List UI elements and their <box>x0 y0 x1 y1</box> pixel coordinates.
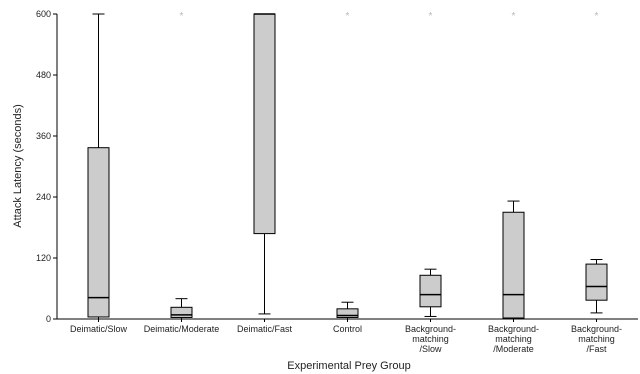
box <box>502 211 525 319</box>
box <box>253 13 276 235</box>
outlier-marker: * <box>180 11 184 22</box>
x-tick-label: Control <box>333 324 362 334</box>
box-group <box>253 13 276 315</box>
y-tick-label: 480 <box>36 70 51 80</box>
y-tick-label: 120 <box>36 253 51 263</box>
x-tick-label: Background-matching/Fast <box>571 324 622 354</box>
x-tick-label-line: matching <box>578 334 615 344</box>
x-tick-label-line: matching <box>412 334 449 344</box>
y-tick-label: 240 <box>36 192 51 202</box>
x-tick-label-line: Background- <box>405 324 456 334</box>
x-tick-label-line: Background- <box>488 324 539 334</box>
y-tick-label: 360 <box>36 131 51 141</box>
x-tick-label-line: /Moderate <box>493 344 534 354</box>
x-tick-label-line: /Slow <box>419 344 442 354</box>
x-tick-label-line: Deimatic/Fast <box>237 324 293 334</box>
box <box>419 274 442 308</box>
x-tick-label-line: matching <box>495 334 532 344</box>
x-axis-title: Experimental Prey Group <box>287 360 411 372</box>
x-tick-label: Deimatic/Slow <box>70 324 128 334</box>
box-group: * <box>585 11 608 314</box>
x-tick-label: Deimatic/Moderate <box>144 324 220 334</box>
x-tick-label-line: /Fast <box>586 344 607 354</box>
box <box>336 308 359 318</box>
x-tick-label: Deimatic/Fast <box>237 324 293 334</box>
box-group: * <box>502 11 525 320</box>
outlier-marker: * <box>346 11 350 22</box>
x-tick-label-line: Deimatic/Slow <box>70 324 128 334</box>
outlier-marker: * <box>512 11 516 22</box>
x-tick-label: Background-matching/Slow <box>405 324 456 354</box>
x-tick-label-line: Deimatic/Moderate <box>144 324 220 334</box>
x-tick-label-line: Control <box>333 324 362 334</box>
boxes: * * * * * <box>87 11 608 320</box>
axes <box>53 13 638 322</box>
box-group: * <box>419 11 442 317</box>
box <box>87 147 110 318</box>
outlier-marker: * <box>429 11 433 22</box>
box-group: * <box>170 11 193 320</box>
y-axis-title: Attack Latency (seconds) <box>12 104 24 228</box>
box-group <box>87 13 110 320</box>
labels: 0 120 240 360 480 600 Deimatic/Slow Deimatic/Mo… <box>36 9 622 354</box>
y-tick-label: 600 <box>36 9 51 19</box>
x-tick-label: Background-matching/Moderate <box>488 324 539 354</box>
box-group: * <box>336 11 359 320</box>
x-tick-label-line: Background- <box>571 324 622 334</box>
box <box>170 306 193 318</box>
box <box>585 263 608 301</box>
y-tick-label: 0 <box>46 314 51 324</box>
outlier-marker: * <box>595 11 599 22</box>
